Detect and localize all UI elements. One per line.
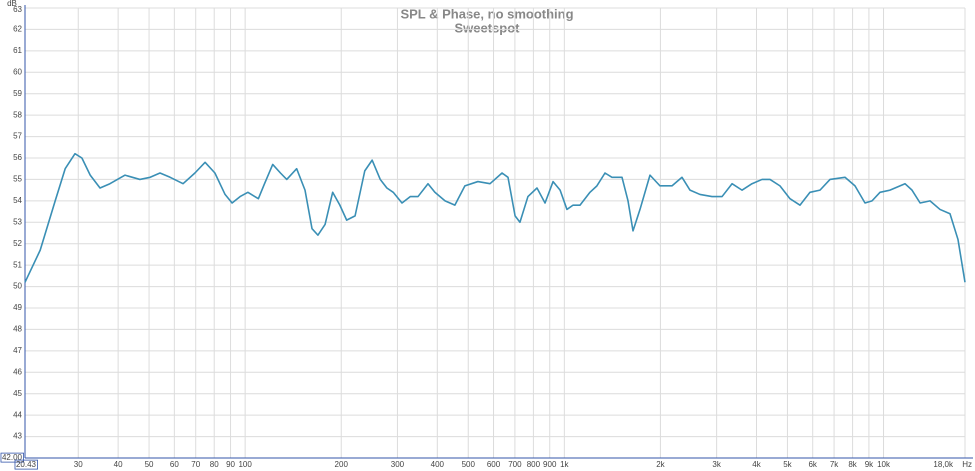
chart-title: SPL & Phase, no smoothing bbox=[400, 6, 573, 21]
y-tick-label: 57 bbox=[13, 132, 22, 141]
y-tick-label: 63 bbox=[13, 5, 22, 14]
x-tick-label: 80 bbox=[210, 460, 219, 469]
x-tick-label: 70 bbox=[191, 460, 200, 469]
y-tick-label: 60 bbox=[13, 67, 22, 76]
x-tick-label: 6k bbox=[808, 460, 817, 469]
y-tick-label: 53 bbox=[13, 217, 22, 226]
y-tick-label: 62 bbox=[13, 25, 22, 34]
y-tick-label: 46 bbox=[13, 367, 22, 376]
x-tick-label: 300 bbox=[391, 460, 405, 469]
response-line bbox=[24, 152, 966, 283]
x-tick-label: 700 bbox=[508, 460, 522, 469]
x-tick-label: 60 bbox=[170, 460, 179, 469]
x-tick-label: 8k bbox=[848, 460, 857, 469]
x-tick-label: 200 bbox=[335, 460, 349, 469]
x-tick-label: 7k bbox=[830, 460, 839, 469]
y-tick-label: 43 bbox=[13, 432, 22, 441]
x-tick-label: 400 bbox=[431, 460, 445, 469]
y-axis-label: dB bbox=[7, 0, 17, 8]
y-tick-label: 47 bbox=[13, 346, 22, 355]
y-tick-label: 59 bbox=[13, 89, 22, 98]
x-axis-label: Hz bbox=[962, 460, 972, 469]
x-start-box bbox=[14, 459, 38, 470]
y-tick-label: 55 bbox=[13, 175, 22, 184]
y-tick-label: 52 bbox=[13, 239, 22, 248]
y-tick-label: 48 bbox=[13, 325, 22, 334]
x-tick-label: 9k bbox=[865, 460, 874, 469]
y-tick-label: 42.00 bbox=[2, 453, 23, 462]
x-tick-label: 3k bbox=[712, 460, 721, 469]
x-tick-label: 900 bbox=[543, 460, 557, 469]
y-tick-label: 61 bbox=[13, 46, 22, 55]
y-tick-label: 51 bbox=[13, 260, 22, 269]
x-tick-label: 1k bbox=[560, 460, 569, 469]
x-tick-label: 90 bbox=[226, 460, 235, 469]
chart-subtitle: Sweetspot bbox=[454, 20, 520, 35]
x-tick-label: 50 bbox=[145, 460, 154, 469]
y-tick-label: 58 bbox=[13, 110, 22, 119]
x-tick-label: 20.43 bbox=[16, 460, 37, 469]
y-tick-label: 45 bbox=[13, 389, 22, 398]
x-tick-label: 18,0k bbox=[933, 460, 954, 469]
x-tick-label: 800 bbox=[527, 460, 541, 469]
x-tick-label: 600 bbox=[487, 460, 501, 469]
y-tick-label: 44 bbox=[13, 410, 22, 419]
y-tick-label: 54 bbox=[13, 196, 22, 205]
y-tick-label: 56 bbox=[13, 153, 22, 162]
x-tick-label: 30 bbox=[74, 460, 83, 469]
x-tick-label: 2k bbox=[656, 460, 665, 469]
x-tick-label: 10k bbox=[877, 460, 891, 469]
y-start-box bbox=[0, 452, 24, 463]
x-tick-label: 100 bbox=[238, 460, 252, 469]
x-tick-label: 500 bbox=[462, 460, 476, 469]
x-tick-label: 40 bbox=[114, 460, 123, 469]
x-tick-label: 5k bbox=[783, 460, 792, 469]
y-tick-label: 49 bbox=[13, 303, 22, 312]
x-tick-label: 4k bbox=[752, 460, 761, 469]
y-tick-label: 50 bbox=[13, 282, 22, 291]
